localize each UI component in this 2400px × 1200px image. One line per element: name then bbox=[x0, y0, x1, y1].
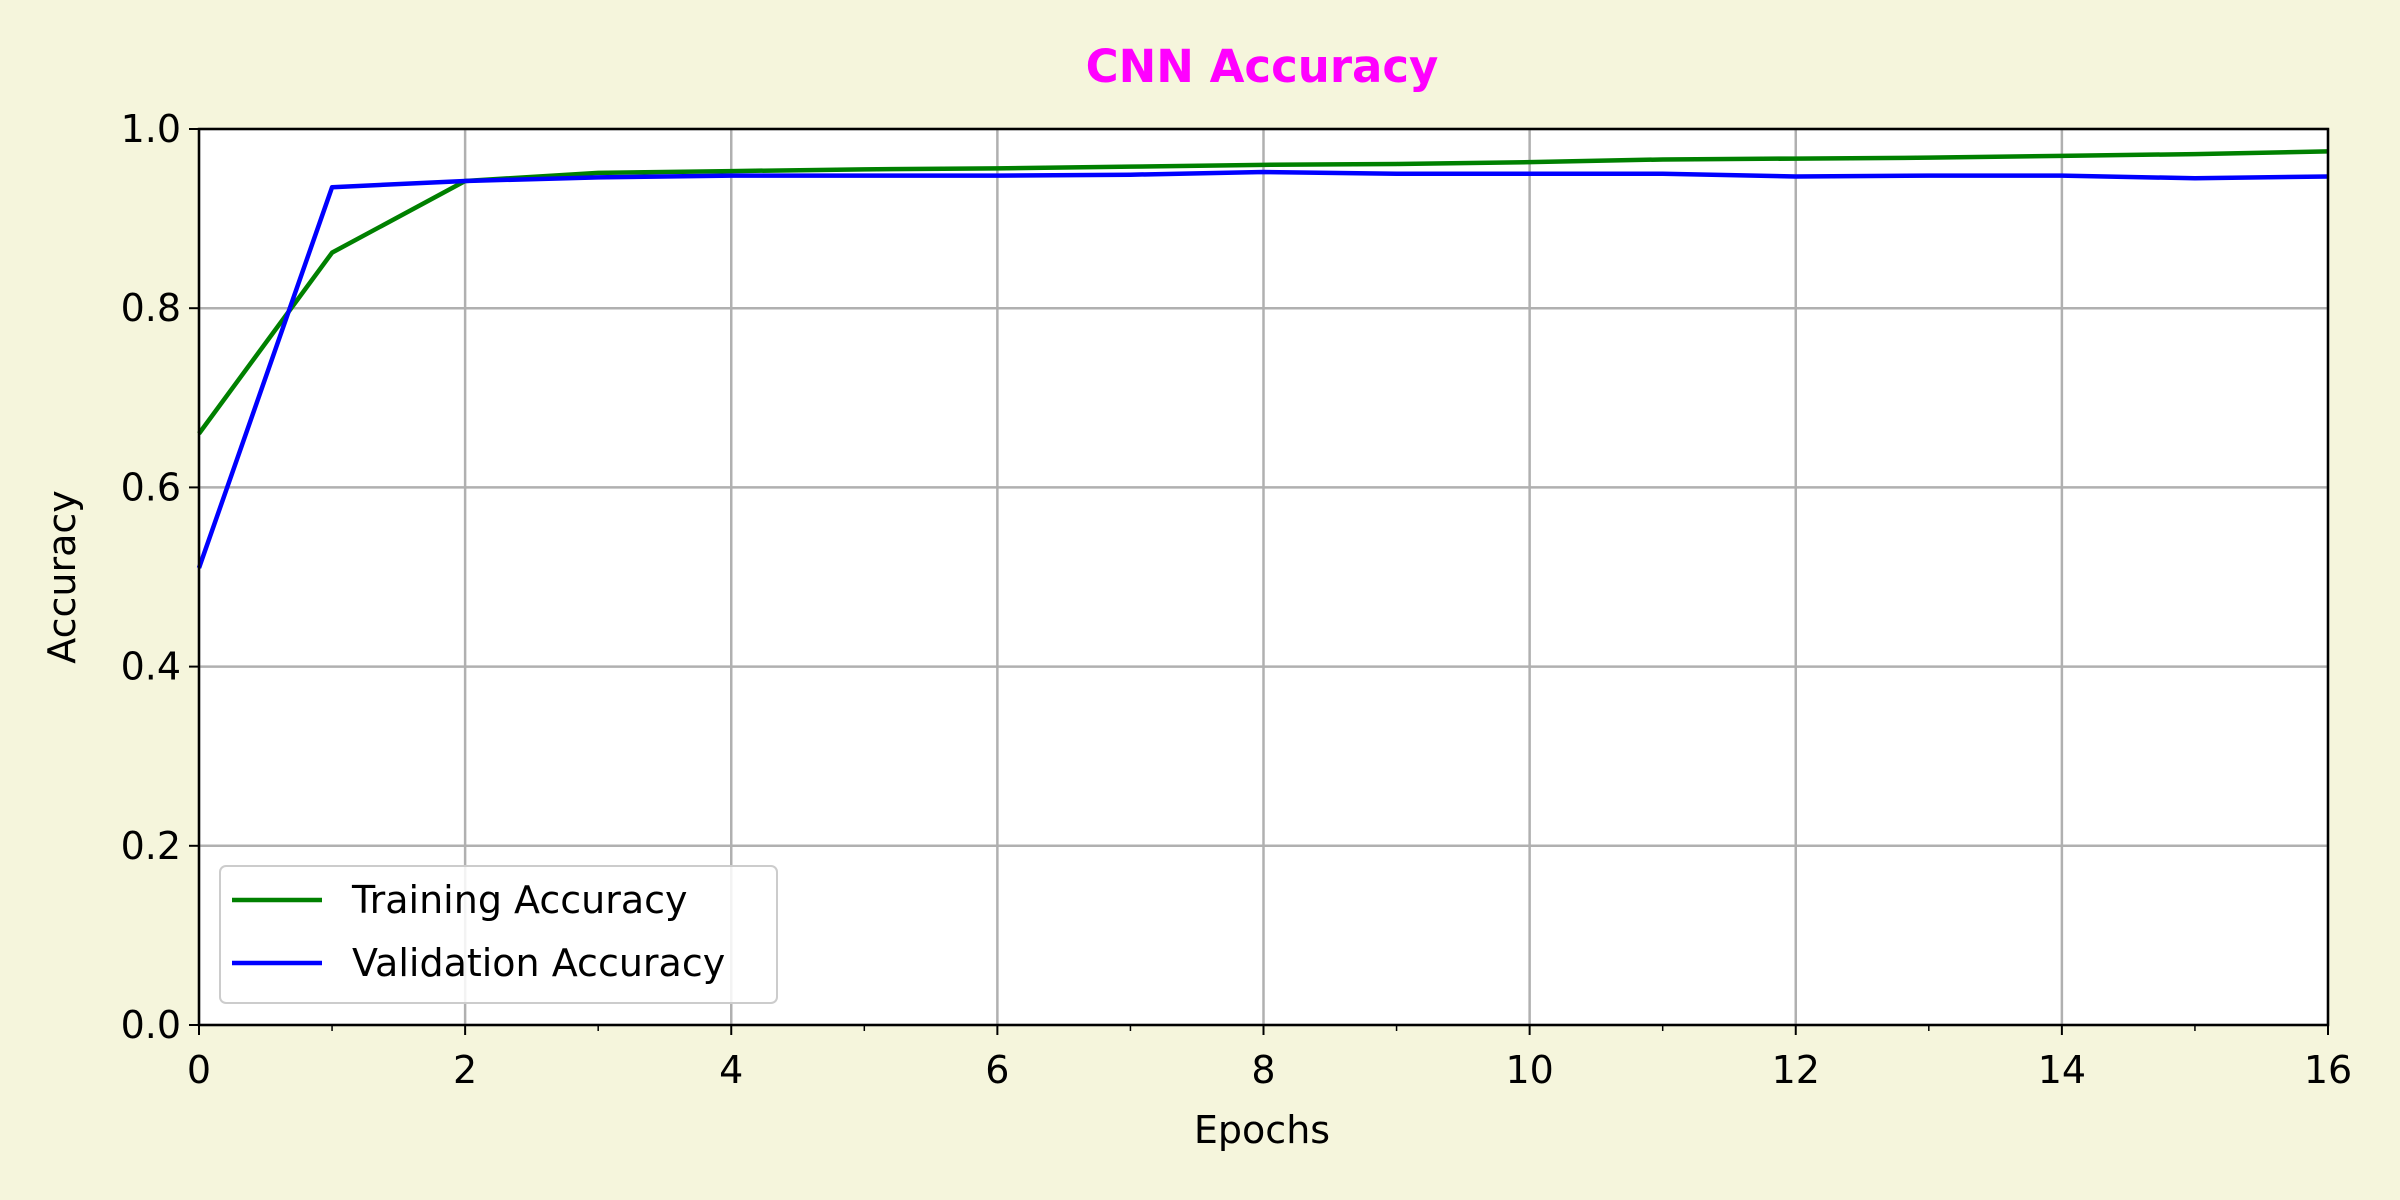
chart-title: CNN Accuracy bbox=[1086, 40, 1439, 93]
y-tick-label: 0.4 bbox=[121, 645, 181, 689]
y-tick-label: 0.6 bbox=[121, 465, 181, 509]
y-tick-label: 0.2 bbox=[121, 824, 181, 868]
y-axis: 0.0 0.2 0.4 0.6 0.8 1.0 bbox=[121, 107, 199, 1047]
x-tick-label: 12 bbox=[1772, 1048, 1820, 1092]
x-tick-label: 4 bbox=[719, 1048, 743, 1092]
x-tick-label: 14 bbox=[2038, 1048, 2086, 1092]
x-tick-label: 8 bbox=[1251, 1048, 1275, 1092]
legend-label: Validation Accuracy bbox=[352, 941, 725, 985]
x-tick-label: 16 bbox=[2304, 1048, 2352, 1092]
y-tick-label: 0.0 bbox=[121, 1003, 181, 1047]
legend: Training Accuracy Validation Accuracy bbox=[219, 865, 778, 1004]
legend-label: Training Accuracy bbox=[351, 878, 688, 922]
x-tick-label: 0 bbox=[187, 1048, 211, 1092]
x-axis: 0 2 4 6 8 10 12 14 16 bbox=[187, 1025, 2352, 1092]
x-tick-label: 6 bbox=[985, 1048, 1009, 1092]
x-tick-label: 10 bbox=[1505, 1048, 1553, 1092]
y-axis-label: Accuracy bbox=[40, 490, 84, 664]
y-tick-label: 0.8 bbox=[121, 286, 181, 330]
legend-box bbox=[219, 865, 778, 1004]
x-tick-label: 2 bbox=[453, 1048, 477, 1092]
x-axis-label: Epochs bbox=[1194, 1108, 1330, 1152]
y-tick-label: 1.0 bbox=[121, 107, 181, 151]
